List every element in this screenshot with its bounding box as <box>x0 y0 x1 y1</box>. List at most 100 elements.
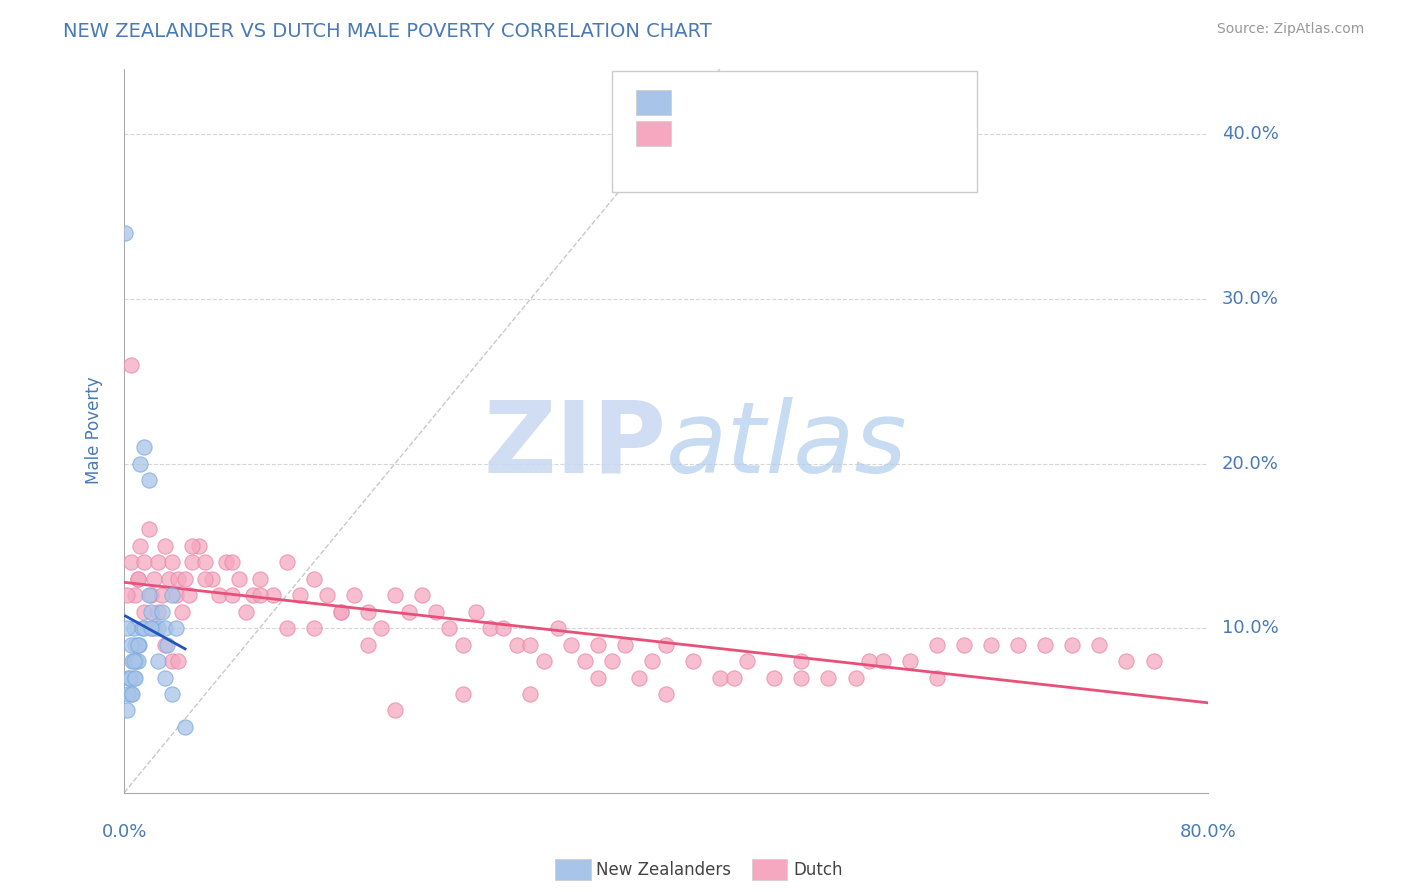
Point <box>167 654 190 668</box>
Point <box>560 638 582 652</box>
Point <box>519 687 541 701</box>
Point <box>160 687 183 701</box>
Point <box>141 621 163 635</box>
Point <box>153 638 176 652</box>
Point <box>627 671 650 685</box>
Y-axis label: Male Poverty: Male Poverty <box>86 376 103 484</box>
Point <box>138 523 160 537</box>
Point <box>129 539 152 553</box>
Point <box>179 588 201 602</box>
Point <box>357 605 380 619</box>
Point <box>641 654 664 668</box>
Point <box>242 588 264 602</box>
Point <box>398 605 420 619</box>
Point <box>134 605 156 619</box>
Point <box>174 572 197 586</box>
Point <box>115 588 138 602</box>
Point <box>262 588 284 602</box>
Text: R =: R = <box>683 94 714 112</box>
Point <box>124 671 146 685</box>
Point <box>655 638 678 652</box>
Point <box>478 621 501 635</box>
Point <box>817 671 839 685</box>
Point <box>586 671 609 685</box>
Point <box>121 654 143 668</box>
Point <box>357 638 380 652</box>
Point <box>343 588 366 602</box>
Point <box>174 720 197 734</box>
Point <box>276 621 298 635</box>
Point <box>146 555 169 569</box>
Point <box>925 638 948 652</box>
Point <box>519 638 541 652</box>
Point <box>790 671 813 685</box>
Point <box>221 588 243 602</box>
Text: 10.0%: 10.0% <box>1222 619 1278 637</box>
Point <box>980 638 1002 652</box>
Point <box>153 539 176 553</box>
Point <box>1115 654 1137 668</box>
Point <box>122 671 145 685</box>
Point <box>129 457 152 471</box>
Point <box>547 621 569 635</box>
Point <box>172 605 194 619</box>
Point <box>316 588 339 602</box>
Point <box>465 605 488 619</box>
Point <box>1142 654 1164 668</box>
Point <box>120 358 142 372</box>
Point <box>194 572 217 586</box>
Point <box>141 621 163 635</box>
Text: NEW ZEALANDER VS DUTCH MALE POVERTY CORRELATION CHART: NEW ZEALANDER VS DUTCH MALE POVERTY CORR… <box>63 22 711 41</box>
Point <box>276 555 298 569</box>
Text: 80.0%: 80.0% <box>1180 823 1236 841</box>
Text: 30.0%: 30.0% <box>1222 290 1278 308</box>
Point <box>127 654 149 668</box>
Point <box>127 638 149 652</box>
Point <box>439 621 461 635</box>
Point <box>160 588 183 602</box>
Point <box>141 605 163 619</box>
Point <box>160 654 183 668</box>
Point <box>411 588 433 602</box>
Point <box>167 572 190 586</box>
Point <box>858 654 880 668</box>
Point <box>898 654 921 668</box>
Point <box>221 555 243 569</box>
Point <box>153 671 176 685</box>
Point <box>157 572 180 586</box>
Point <box>156 638 179 652</box>
Point <box>302 621 325 635</box>
Point <box>249 572 271 586</box>
Point <box>215 555 238 569</box>
Point <box>146 654 169 668</box>
Point <box>180 539 202 553</box>
Point <box>425 605 447 619</box>
Text: Dutch: Dutch <box>793 861 842 879</box>
Point <box>1007 638 1029 652</box>
Point <box>1033 638 1056 652</box>
Point <box>117 687 139 701</box>
Point <box>735 654 758 668</box>
Point <box>138 588 160 602</box>
Point <box>586 638 609 652</box>
Point <box>142 621 165 635</box>
Point <box>249 588 271 602</box>
Text: 38: 38 <box>855 94 882 112</box>
Point <box>165 588 187 602</box>
Point <box>492 621 515 635</box>
Point <box>370 621 392 635</box>
Point <box>655 687 678 701</box>
Point <box>134 440 156 454</box>
Point <box>329 605 352 619</box>
Text: atlas: atlas <box>666 397 907 493</box>
Point <box>134 621 156 635</box>
Point <box>165 621 187 635</box>
Point <box>146 605 169 619</box>
Point <box>506 638 529 652</box>
Point <box>208 588 231 602</box>
Point <box>709 671 731 685</box>
Point <box>121 687 143 701</box>
Point <box>153 621 176 635</box>
Point <box>614 638 637 652</box>
Text: N =: N = <box>808 125 839 143</box>
